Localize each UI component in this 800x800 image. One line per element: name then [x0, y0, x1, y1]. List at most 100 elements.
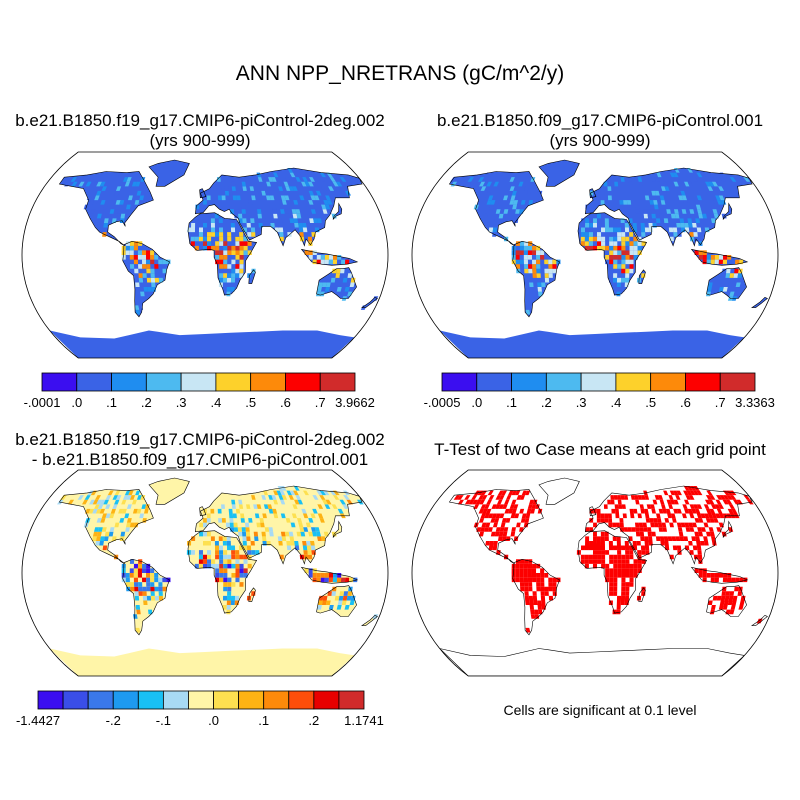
grid-cell: [504, 499, 510, 505]
grid-cell: [625, 586, 630, 592]
grid-cell: [103, 218, 109, 223]
grid-cell: [239, 268, 244, 274]
grid-cell: [676, 545, 682, 551]
grid-cell: [523, 582, 529, 587]
grid-cell: [124, 490, 131, 496]
grid-cell: [519, 508, 525, 514]
grid-cell: [239, 250, 244, 255]
coastline-indonesia: [690, 248, 749, 266]
grid-cell: [230, 600, 235, 606]
case1-colorbar-box: [111, 372, 147, 392]
grid-cell: [698, 518, 704, 523]
grid-cell: [88, 200, 95, 205]
grid-cell: [110, 508, 116, 514]
grid-cell: [261, 177, 267, 182]
grid-cell: [609, 236, 614, 242]
grid-cell: [289, 490, 296, 496]
grid-cell: [235, 264, 240, 269]
grid-cell: [288, 531, 294, 537]
grid-cell: [495, 504, 501, 509]
grid-cell: [640, 227, 646, 233]
grid-cell: [531, 255, 537, 260]
grid-cell: [261, 531, 266, 537]
grid-cell: [645, 518, 651, 523]
grid-cell: [133, 573, 138, 578]
grid-cell: [347, 273, 353, 278]
grid-cell: [129, 559, 135, 564]
grid-cell: [647, 213, 652, 219]
grid-cell: [129, 568, 134, 573]
grid-cell: [605, 577, 610, 583]
case2-title: b.e21.B1850.f09_g17.CMIP6-piControl.001 …: [400, 111, 800, 151]
grid-cell: [242, 218, 247, 223]
grid-cell: [102, 545, 108, 551]
grid-cell: [702, 255, 707, 260]
grid-cell: [328, 186, 335, 191]
grid-cell: [718, 513, 725, 519]
grid-cell: [729, 291, 735, 297]
grid-cell: [484, 527, 490, 532]
grid-cell: [107, 490, 114, 496]
grid-cell: [584, 236, 589, 242]
grid-cell: [279, 232, 284, 237]
grid-cell: [596, 545, 602, 551]
grid-cell: [138, 277, 144, 283]
grid-cell: [700, 513, 706, 519]
grid-cell: [703, 536, 708, 541]
grid-cell: [659, 195, 665, 201]
grid-cell: [223, 255, 228, 260]
grid-cell: [312, 259, 317, 265]
grid-cell: [294, 540, 299, 546]
grid-cell: [544, 573, 549, 578]
grid-cell: [243, 245, 248, 251]
grid-cell: [621, 586, 626, 592]
grid-cell: [247, 250, 252, 255]
grid-cell: [708, 181, 715, 187]
grid-cell: [630, 513, 635, 519]
grid-cell: [137, 250, 142, 255]
grid-cell: [613, 573, 618, 578]
grid-cell: [215, 255, 220, 260]
grid-cell: [588, 245, 593, 251]
grid-cell: [692, 490, 700, 496]
grid-cell: [613, 577, 618, 583]
grid-cell: [627, 527, 632, 532]
grid-cell: [718, 186, 725, 191]
case1-colorbar-label: .4: [210, 395, 221, 410]
grid-cell: [96, 499, 103, 505]
grid-cell: [293, 486, 300, 491]
grid-cell: [238, 213, 243, 219]
diff-colorbar-box: [338, 690, 365, 710]
grid-cell: [722, 259, 728, 265]
grid-cell: [493, 218, 499, 223]
grid-cell: [625, 259, 630, 265]
grid-cell: [548, 259, 553, 265]
grid-cell: [326, 209, 332, 214]
grid-cell: [664, 545, 670, 551]
grid-cell: [625, 573, 630, 578]
grid-cell: [635, 531, 641, 537]
grid-cell: [683, 200, 689, 205]
grid-cell: [190, 241, 195, 246]
grid-cell: [643, 527, 648, 532]
grid-cell: [471, 495, 478, 500]
grid-cell: [714, 577, 719, 583]
grid-cell: [215, 563, 220, 569]
grid-cell: [194, 563, 199, 569]
grid-cell: [480, 504, 487, 509]
grid-cell: [607, 186, 612, 191]
grid-cell: [629, 577, 634, 583]
grid-cell: [299, 195, 305, 201]
grid-cell: [114, 522, 120, 528]
grid-cell: [154, 264, 159, 269]
grid-cell: [136, 609, 141, 615]
grid-cell: [280, 499, 286, 505]
grid-cell: [280, 209, 285, 214]
grid-cell: [621, 241, 626, 246]
grid-cell: [636, 540, 641, 546]
grid-cell: [647, 527, 652, 532]
grid-cell: [696, 195, 702, 201]
coastline-greenland: [538, 477, 580, 505]
grid-cell: [532, 268, 537, 274]
grid-cell: [596, 518, 601, 523]
